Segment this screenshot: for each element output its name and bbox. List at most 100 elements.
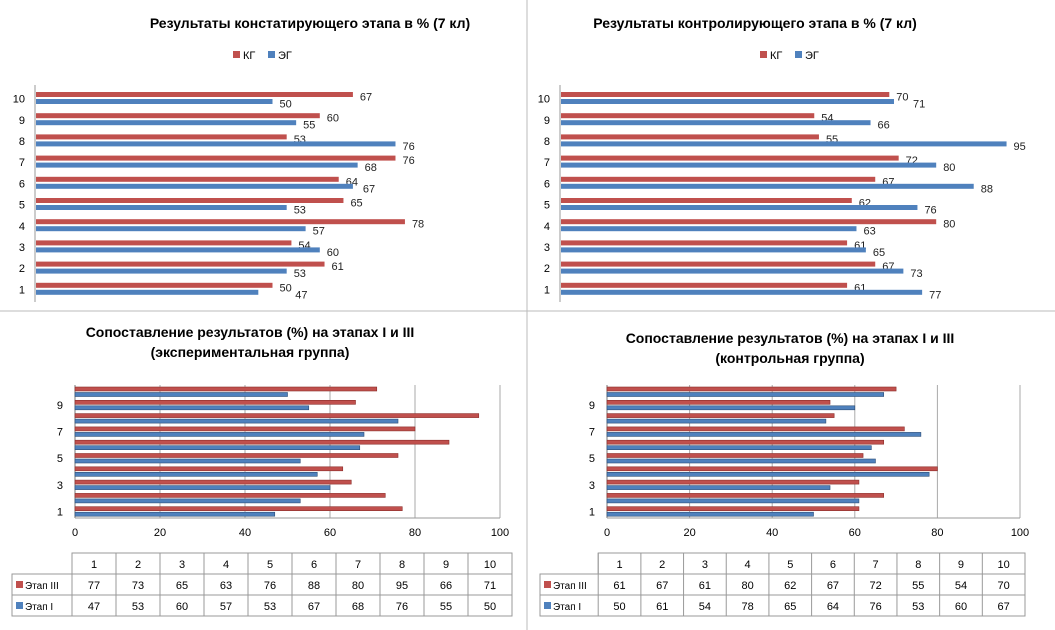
table-cell: 53 [912, 601, 924, 613]
y-tick-label: 6 [544, 178, 550, 190]
x-tick-label: 60 [849, 527, 861, 539]
table-header-cell: 10 [484, 559, 496, 571]
table-cell: 77 [88, 580, 100, 592]
table-row-label: Этап III [553, 581, 587, 592]
table-header-cell: 10 [998, 559, 1010, 571]
table-legend-swatch [16, 602, 23, 609]
data-label: 60 [327, 247, 339, 259]
bar-kg [36, 92, 353, 97]
bar-eg [36, 205, 287, 210]
bar-stage3 [74, 386, 378, 392]
table-cell: 67 [998, 601, 1010, 613]
bar-kg [561, 134, 819, 140]
table-row-label: Этап III [25, 581, 59, 592]
data-label: 76 [402, 155, 414, 167]
table-cell: 61 [699, 580, 711, 592]
data-label: 68 [365, 162, 377, 174]
table-header-cell: 4 [223, 559, 229, 571]
bar-stage1 [74, 498, 301, 504]
bar-eg [36, 99, 273, 104]
data-label: 77 [929, 289, 941, 301]
bar-stage3 [74, 413, 480, 418]
bar-stage1 [606, 471, 930, 477]
bar-eg [36, 289, 259, 295]
table-header-cell: 9 [958, 559, 964, 571]
table-cell: 80 [352, 580, 364, 592]
x-tick-label: 40 [239, 527, 251, 539]
data-label: 50 [280, 99, 292, 111]
table-cell: 66 [440, 580, 452, 592]
bar-stage3 [606, 506, 860, 512]
bar-eg [561, 162, 937, 168]
chart3-subtitle: (экспериментальная группа) [151, 344, 350, 360]
table-cell: 71 [484, 580, 496, 592]
x-tick-label: 20 [683, 527, 695, 539]
table-cell: 60 [176, 601, 188, 613]
table-cell: 76 [264, 580, 276, 592]
bar-stage3 [606, 399, 831, 405]
data-label: 55 [303, 120, 315, 132]
chart4-subtitle: (контрольная группа) [715, 350, 864, 366]
table-header-cell: 1 [616, 559, 622, 571]
table-cell: 55 [912, 580, 924, 592]
table-row-label: Этап I [553, 602, 581, 613]
bar-stage1 [606, 498, 860, 504]
y-tick-label: 1 [19, 284, 25, 296]
x-tick-label: 80 [931, 527, 943, 539]
bar-eg [36, 247, 320, 253]
bar-stage3 [74, 453, 399, 458]
bar-stage1 [74, 432, 365, 437]
table-cell: 61 [613, 580, 625, 592]
y-tick-label: 7 [57, 427, 63, 439]
table-cell: 76 [396, 601, 408, 613]
table-cell: 70 [998, 580, 1010, 592]
x-tick-label: 0 [72, 527, 78, 539]
table-header-cell: 1 [91, 559, 97, 571]
bar-eg [36, 183, 353, 189]
data-label: 61 [332, 261, 344, 273]
y-tick-label: 5 [19, 200, 25, 212]
x-tick-label: 100 [491, 527, 509, 539]
table-row-label: Этап I [25, 602, 53, 613]
table-cell: 55 [440, 601, 452, 613]
bar-stage3 [74, 439, 450, 445]
table-header-cell: 5 [267, 559, 273, 571]
bar-stage1 [74, 392, 288, 397]
table-header-cell: 8 [915, 559, 921, 571]
bar-kg [36, 198, 344, 203]
table-header-cell: 8 [399, 559, 405, 571]
y-tick-label: 5 [544, 200, 550, 212]
y-tick-label: 9 [19, 115, 25, 127]
legend-eg-label: ЭГ [805, 50, 819, 62]
table-row [11, 594, 513, 617]
table-legend-swatch [544, 581, 551, 588]
table-cell: 67 [308, 601, 320, 613]
bar-stage1 [74, 445, 361, 451]
chart1-title: Результаты констатирующего этапа в % (7 … [150, 15, 470, 31]
bar-stage3 [74, 426, 416, 432]
y-tick-label: 10 [13, 94, 25, 106]
bar-stage3 [74, 399, 356, 405]
legend-kg-label: КГ [243, 50, 255, 62]
bar-stage3 [74, 493, 386, 498]
bar-stage1 [606, 458, 876, 464]
bar-stage3 [606, 439, 885, 445]
bar-kg [561, 198, 852, 203]
bar-stage1 [74, 511, 276, 517]
data-label: 67 [360, 92, 372, 104]
chart3-title: Сопоставление результатов (%) на этапах … [86, 324, 415, 340]
y-tick-label: 5 [57, 453, 63, 465]
table-cell: 67 [827, 580, 839, 592]
y-tick-label: 8 [19, 136, 25, 148]
bar-stage1 [606, 432, 922, 437]
bar-stage1 [606, 485, 831, 490]
bar-eg [561, 183, 974, 189]
table-header-cell: 7 [355, 559, 361, 571]
y-tick-label: 7 [544, 157, 550, 169]
y-tick-label: 9 [57, 400, 63, 412]
table-cell: 62 [784, 580, 796, 592]
data-label: 53 [294, 268, 306, 280]
table-cell: 50 [484, 601, 496, 613]
bar-kg [561, 261, 876, 267]
